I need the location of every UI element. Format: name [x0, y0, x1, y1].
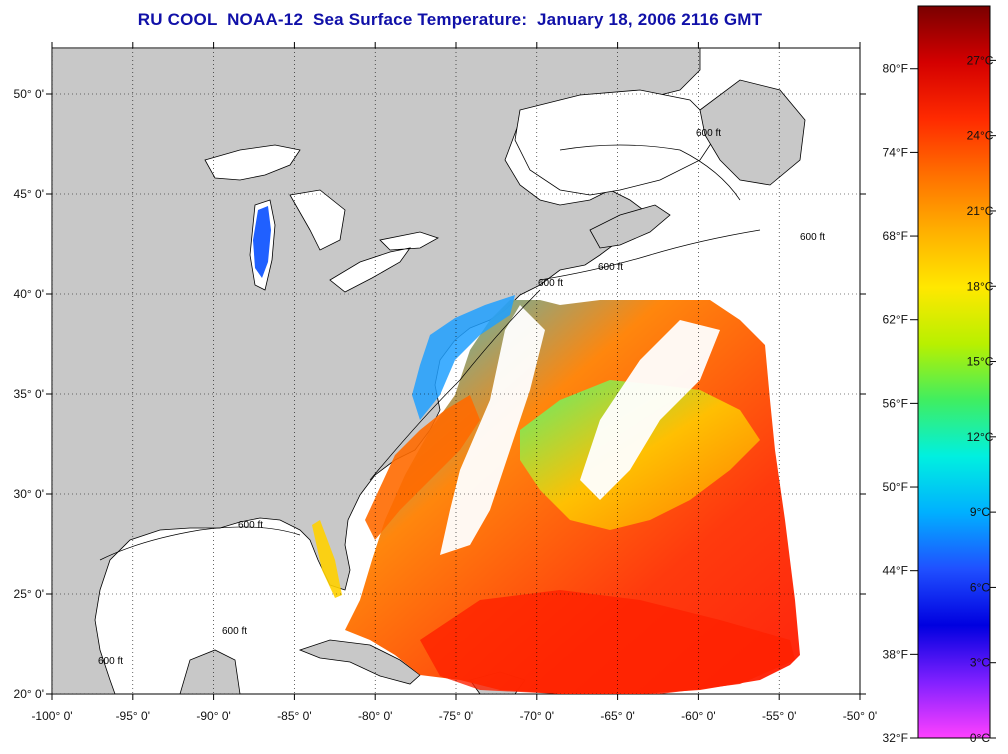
latitude-label: 35° 0': [14, 387, 44, 401]
colorbar-celsius-label: 6°C: [970, 580, 990, 594]
colorbar-celsius-label: 12°C: [967, 430, 994, 444]
contour-label: 600 ft: [238, 520, 263, 531]
latitude-label: 30° 0': [14, 487, 44, 501]
longitude-label: -95° 0': [116, 709, 150, 723]
colorbar-celsius-label: 18°C: [967, 279, 994, 293]
contour-label: 600 ft: [800, 232, 825, 243]
cloud-mask-2: [580, 320, 720, 500]
temperature-colorbar: [917, 5, 991, 739]
colorbar-celsius-label: 24°C: [967, 129, 994, 143]
longitude-label: -65° 0': [600, 709, 634, 723]
colorbar-celsius-label: 3°C: [970, 656, 990, 670]
sst-coastal-cold: [412, 295, 515, 420]
colorbar-celsius-label: 9°C: [970, 505, 990, 519]
colorbar-celsius-label: 15°C: [967, 355, 994, 369]
longitude-label: -50° 0': [843, 709, 877, 723]
colorbar-fahrenheit-label: 62°F: [883, 313, 908, 327]
colorbar-celsius-label: 21°C: [967, 204, 994, 218]
sst-warm-band: [520, 380, 760, 530]
longitude-label: -90° 0': [196, 709, 230, 723]
lake-erie-ontario: [329, 231, 439, 293]
colorbar-fahrenheit-label: 56°F: [883, 396, 908, 410]
lake-michigan-sst: [253, 206, 271, 278]
cloud-mask: [440, 305, 545, 555]
latitude-label: 50° 0': [14, 87, 44, 101]
colorbar-celsius-label: 27°C: [967, 53, 994, 67]
contour-label: 600 ft: [696, 128, 721, 139]
colorbar-fahrenheit-label: 68°F: [883, 229, 908, 243]
contour-label: 600 ft: [98, 656, 123, 667]
contour-label: 600 ft: [538, 278, 563, 289]
contour-label: 600 ft: [598, 262, 623, 273]
sst-warm-south: [420, 590, 795, 694]
latitude-label: 45° 0': [14, 187, 44, 201]
contour-600ft: [99, 144, 761, 561]
great-lakes: [204, 144, 301, 181]
colorbar-fahrenheit-label: 50°F: [883, 480, 908, 494]
longitude-label: -85° 0': [277, 709, 311, 723]
map-title: RU COOL NOAA-12 Sea Surface Temperature:…: [137, 10, 763, 29]
lake-huron: [289, 189, 346, 251]
latitude-label: 40° 0': [14, 287, 44, 301]
longitude-labels: -100° 0' -95° 0' -90° 0' -85° 0' -80° 0' -75°…: [31, 709, 877, 723]
land-newfoundland: [699, 79, 806, 186]
colorbar-fahrenheit-label: 44°F: [883, 564, 908, 578]
longitude-label: -100° 0': [31, 709, 72, 723]
longitude-label: -70° 0': [520, 709, 554, 723]
colorbar-celsius-label: 0°C: [970, 731, 990, 745]
colorbar-fahrenheit-label: 80°F: [883, 62, 908, 76]
sst-florida-west: [312, 520, 342, 598]
land-nova-scotia: [589, 204, 671, 249]
colorbar-fahrenheit-labels: 80°F 74°F 68°F 62°F 56°F 50°F 44°F 38°F 32°F: [883, 62, 918, 745]
colorbar-fahrenheit-label: 38°F: [883, 647, 908, 661]
longitude-label: -60° 0': [681, 709, 715, 723]
colorbar-fahrenheit-label: 32°F: [883, 731, 908, 745]
colorbar-celsius-labels: 27°C 24°C 21°C 18°C 15°C 12°C 9°C 6°C 3°C 0°C: [967, 53, 996, 745]
longitude-label: -80° 0': [358, 709, 392, 723]
contour-labels: 600 ft 600 ft 600 ft 600 ft 600 ft 600 ft 600 …: [98, 128, 825, 667]
latitude-label: 20° 0': [14, 687, 44, 701]
sst-gulf-stream: [365, 395, 480, 540]
gulf-st-lawrence: [514, 89, 721, 196]
axis-ticks: [46, 42, 866, 700]
longitude-label: -55° 0': [762, 709, 796, 723]
land-yucatan: [179, 649, 241, 694]
colorbar-fahrenheit-label: 74°F: [883, 145, 908, 159]
longitude-label: -75° 0': [439, 709, 473, 723]
contour-label: 600 ft: [222, 626, 247, 637]
land-cuba: [298, 639, 421, 685]
map-grid: [52, 48, 860, 694]
latitude-labels: 20° 0' 25° 0' 30° 0' 35° 0' 40° 0' 45° 0' 50° …: [14, 87, 44, 701]
latitude-label: 25° 0': [14, 587, 44, 601]
